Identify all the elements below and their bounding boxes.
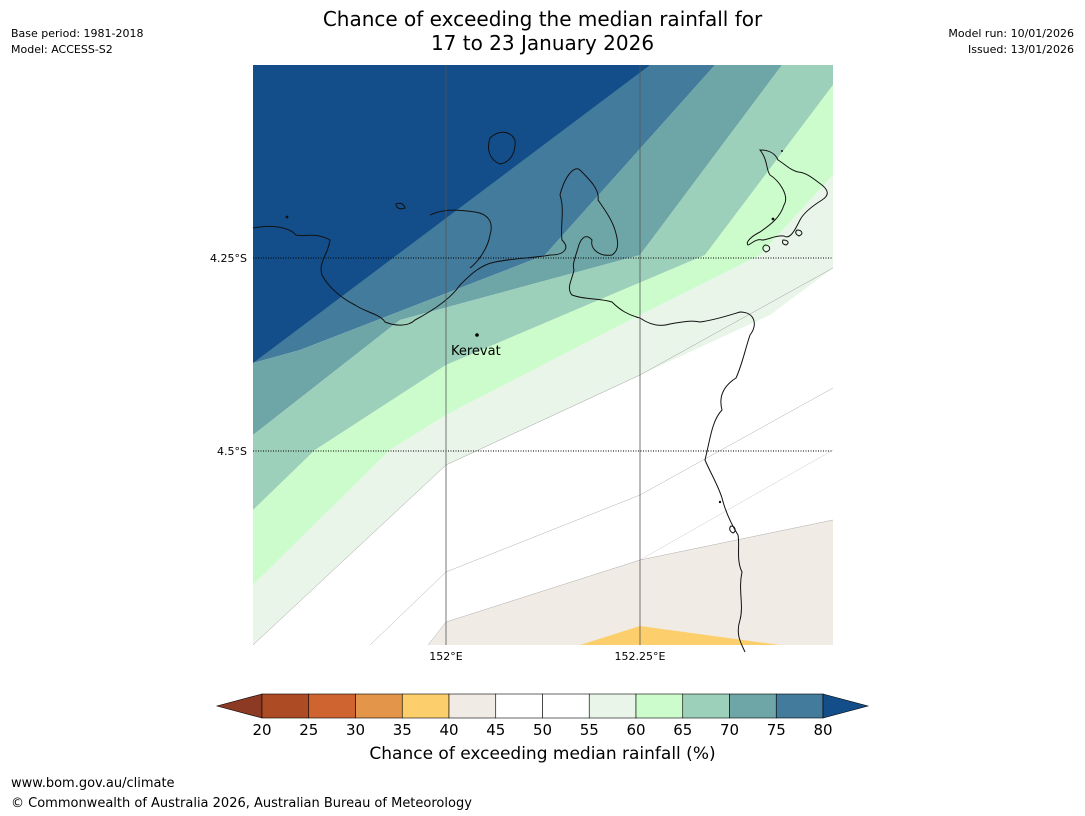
band-60 (253, 85, 833, 585)
colorbar-under-arrow (215, 693, 263, 719)
colorbar-tick-label: 25 (299, 721, 318, 739)
islet-west (395, 202, 406, 210)
lat-label-4-25: 4.25°S (210, 252, 247, 265)
colorbar-cell (308, 693, 356, 719)
colorbar-ticks: 20 25 30 35 40 45 50 55 60 65 70 75 80 (252, 721, 832, 739)
colorbar-cell (635, 693, 684, 719)
band-70 (253, 65, 782, 435)
title-line-1: Chance of exceeding the median rainfall … (322, 7, 763, 31)
colorbar-tick-label: 65 (673, 721, 692, 739)
issued-text: Issued: 13/01/2026 (967, 43, 1074, 56)
band-40 (428, 520, 833, 645)
colorbar-cell (682, 693, 730, 719)
islet-point-east-1 (771, 217, 775, 221)
colorbar-cell (495, 693, 543, 719)
band-55 (253, 175, 833, 645)
colorbar-tick-label: 40 (439, 721, 458, 739)
title-line-2: 17 to 23 January 2026 (430, 31, 655, 55)
colorbar-tick-label: 60 (626, 721, 645, 739)
colorbar-cell (261, 693, 310, 719)
model-text: Model: ACCESS-S2 (11, 43, 113, 56)
probability-bands (253, 65, 833, 645)
island-north (487, 131, 516, 165)
lat-label-4-5: 4.5°S (217, 445, 247, 458)
colorbar-tick-label: 70 (720, 721, 739, 739)
coastline-gazelle-peninsula (429, 209, 492, 269)
graticule (253, 65, 833, 645)
colorbar-tick-label: 50 (533, 721, 552, 739)
footer-website[interactable]: www.bom.gov.au/climate (11, 776, 175, 791)
coastline-main (252, 168, 755, 653)
colorbar-tick-label: 30 (346, 721, 365, 739)
colorbar-tick-label: 35 (393, 721, 412, 739)
footer-copyright: © Commonwealth of Australia 2026, Austra… (11, 796, 472, 811)
islet-east-2 (781, 239, 789, 246)
colorbar-cell (775, 693, 824, 719)
colorbar: 20 25 30 35 40 45 50 55 60 65 70 75 80 (215, 693, 870, 739)
colorbar-cell (355, 693, 403, 719)
colorbar-cell (729, 693, 777, 719)
band-35 (580, 626, 780, 645)
colorbar-tick-label: 20 (252, 721, 271, 739)
islet-point-east-3 (718, 500, 722, 504)
colorbar-cell (448, 693, 497, 719)
islet-east-3 (795, 229, 803, 237)
meta-left: Base period: 1981-2018 Model: ACCESS-S2 (11, 26, 143, 58)
colorbar-cell (588, 693, 637, 719)
place-label-kerevat: Kerevat (451, 344, 501, 359)
colorbar-cell (401, 693, 450, 719)
islet-south (729, 525, 736, 534)
colorbar-over-arrow (822, 693, 870, 719)
meta-right: Model run: 10/01/2026 Issued: 13/01/2026 (948, 26, 1074, 58)
base-period-text: Base period: 1981-2018 (11, 27, 144, 40)
coastline (252, 131, 828, 653)
band-65 (253, 65, 833, 510)
colorbar-tick-label: 55 (580, 721, 599, 739)
colorbar-tick-label: 75 (767, 721, 786, 739)
place-marker-kerevat (475, 333, 479, 337)
colorbar-cells (261, 693, 824, 719)
model-run-text: Model run: 10/01/2026 (948, 27, 1074, 40)
colorbar-cell (542, 693, 590, 719)
lon-label-152: 152°E (429, 650, 462, 663)
colorbar-tick-label: 45 (486, 721, 505, 739)
map-title: Chance of exceeding the median rainfall … (0, 7, 1085, 55)
colorbar-title: Chance of exceeding median rainfall (%) (369, 744, 716, 764)
band-75 (253, 65, 715, 363)
lon-label-152-25: 152.25°E (615, 650, 666, 663)
coastline-east (746, 149, 828, 246)
islet-east-1 (762, 244, 771, 253)
colorbar-tick-label: 80 (813, 721, 832, 739)
islet-point-east-2 (781, 150, 783, 152)
islet-point-west (285, 215, 289, 219)
